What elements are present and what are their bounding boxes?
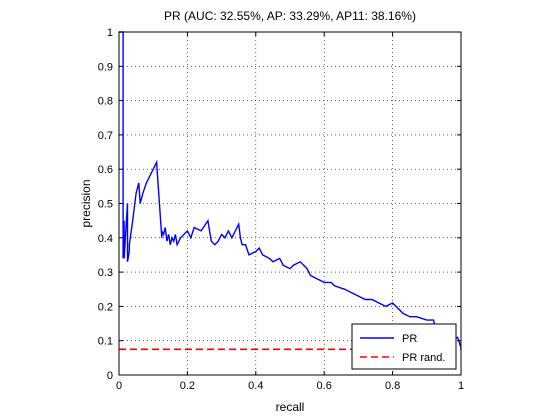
y-tick-label: 0.1	[98, 336, 113, 348]
y-tick-label: 1	[107, 27, 113, 39]
y-tick-label: 0	[107, 370, 113, 382]
x-tick-label: 1	[458, 380, 464, 392]
legend: PR PR rand.	[351, 323, 457, 370]
y-tick-label: 0.3	[98, 267, 113, 279]
y-tick-label: 0.4	[98, 233, 113, 245]
y-tick-label: 0.7	[98, 130, 113, 142]
chart-title: PR (AUC: 32.55%, AP: 33.29%, AP11: 38.16…	[164, 9, 416, 23]
y-tick-label: 0.2	[98, 301, 113, 313]
y-tick-label: 0.8	[98, 96, 113, 108]
x-axis-title: recall	[276, 400, 305, 414]
series-layer	[119, 31, 462, 351]
x-tick-label: 0.4	[248, 380, 263, 392]
y-axis-title: precision	[79, 179, 93, 227]
x-tick-label: 0.2	[180, 380, 195, 392]
y-tick-label: 0.5	[98, 199, 113, 211]
legend-label-pr: PR	[402, 333, 417, 345]
pr-curve	[119, 31, 462, 348]
x-tick-label: 0.8	[385, 380, 400, 392]
y-tick-label: 0.6	[98, 164, 113, 176]
y-tick-label: 0.9	[98, 61, 113, 73]
x-tick-label: 0.6	[317, 380, 332, 392]
x-tick-label: 0	[116, 380, 122, 392]
legend-box	[351, 323, 457, 370]
tick-layer: 0 0.2 0.4 0.6 0.8 1 0 0.1 0.2 0.3 0.4 0.5 0.6 0.7 0.8 0…	[98, 27, 464, 392]
legend-label-pr-rand: PR rand.	[402, 352, 445, 364]
